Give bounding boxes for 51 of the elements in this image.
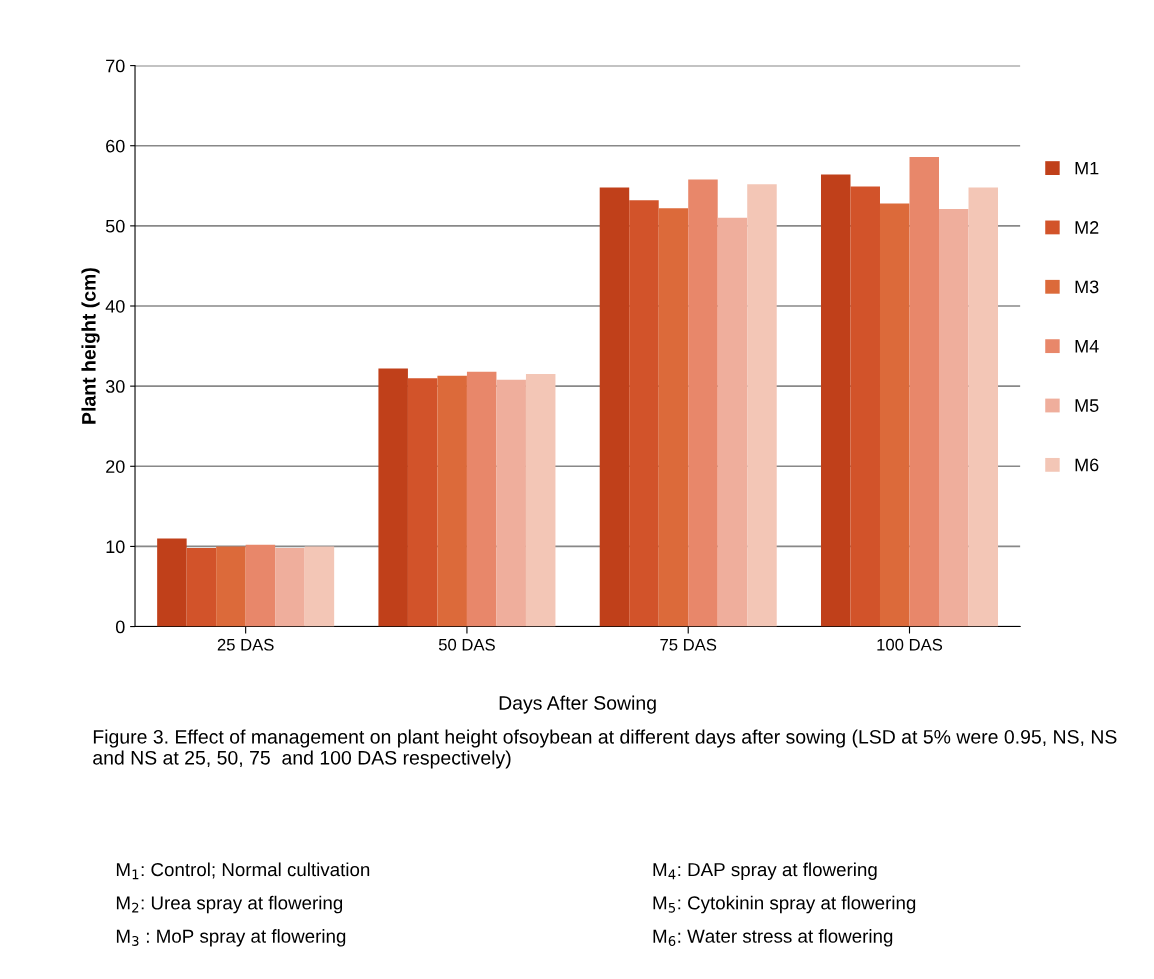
x-tick-label: 50 DAS — [438, 638, 495, 651]
y-tick-label: 20 — [106, 460, 125, 473]
legend-label: M3 — [1075, 280, 1099, 294]
y-tick-label: 70 — [106, 59, 125, 73]
legend-label: M6 — [1075, 458, 1099, 472]
y-tick-label: 50 — [105, 219, 125, 233]
bar — [850, 186, 880, 627]
bar — [629, 200, 659, 627]
x-tick-label: 75 DAS — [660, 638, 717, 651]
bar — [879, 203, 910, 627]
legend-label: M4 — [1075, 340, 1099, 353]
bar — [968, 187, 999, 627]
bar — [466, 371, 497, 627]
legend-label: M5 — [1075, 399, 1099, 412]
bar — [245, 544, 276, 627]
bar — [437, 375, 467, 627]
x-tick-label: 100 DAS — [877, 638, 943, 651]
y-tick-label: 40 — [105, 299, 125, 313]
legend-label: M2 — [1075, 221, 1099, 234]
bar — [304, 546, 335, 627]
bar — [496, 379, 526, 627]
bar — [688, 179, 718, 627]
x-axis-title: Days After Sowing — [499, 695, 656, 714]
text: M$_{6}$: Water stress at flowering — [653, 929, 893, 947]
bar — [599, 187, 630, 627]
text: M$_{5}$: Cytokinin spray at flowering — [653, 895, 916, 914]
bar — [186, 548, 217, 627]
bar — [216, 546, 246, 627]
text: M$_{2}$: Urea spray at flowering — [116, 895, 343, 914]
caption: Figure 3. Effect of management on plant height ofsoybean at different days after sowing (LSD at 5% were 0.95, NS, NS and NS at 25, 50, 75 and 100 DAS respectively) — [93, 729, 1117, 769]
bar — [939, 209, 969, 627]
y-tick-label: 30 — [105, 380, 125, 393]
bar — [275, 548, 305, 627]
bar — [407, 378, 438, 627]
bar — [747, 184, 777, 627]
bar — [717, 217, 748, 627]
bar — [658, 208, 689, 627]
y-axis-title: Plant height (cm) — [81, 268, 100, 424]
y-tick-label: 0 — [115, 620, 125, 634]
legend-label: M1 — [1075, 161, 1099, 175]
bar — [378, 368, 408, 627]
y-tick-label: 60 — [106, 139, 125, 153]
text: M$_{1}$: Control; Normal cultivation — [116, 862, 370, 880]
text: M$_{4}$: DAP spray at flowering — [653, 862, 877, 880]
bar — [157, 538, 187, 627]
bar — [820, 174, 851, 627]
bar — [525, 374, 556, 627]
x-tick-label: 25 DAS — [217, 638, 274, 651]
bar — [909, 156, 939, 627]
text: M$_{3}$ : MoP spray at flowering — [116, 929, 346, 947]
y-tick-label: 10 — [106, 540, 125, 554]
